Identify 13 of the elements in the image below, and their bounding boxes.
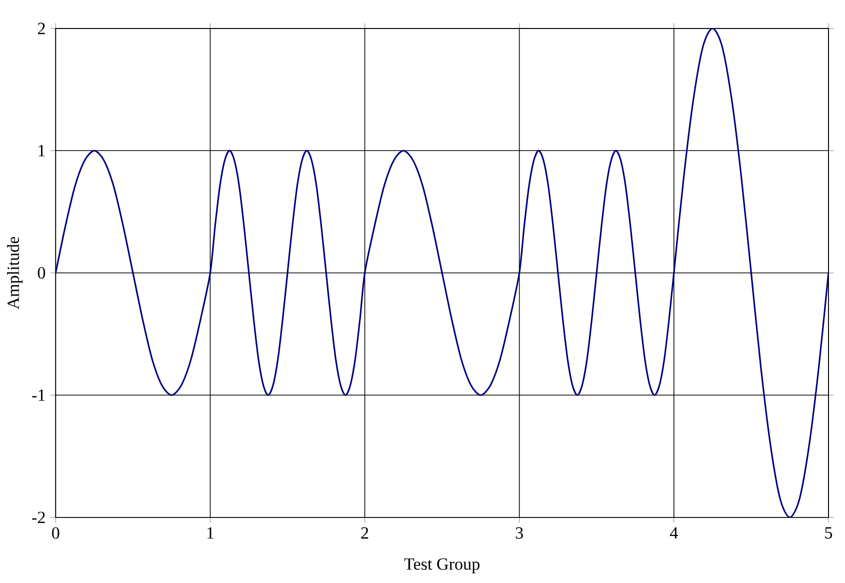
y-tick-label: -2 bbox=[32, 512, 45, 524]
x-tick-label: 5 bbox=[825, 527, 832, 539]
x-axis-title: Test Group bbox=[404, 558, 480, 574]
y-axis-title: Amplitude bbox=[7, 236, 22, 310]
x-tick-label: 3 bbox=[516, 527, 523, 539]
x-tick-label: 1 bbox=[207, 527, 214, 539]
y-tick-label: 2 bbox=[38, 22, 45, 34]
x-tick-label: 4 bbox=[670, 527, 678, 539]
y-tick-label: -1 bbox=[32, 390, 45, 401]
y-tick-label: 0 bbox=[38, 267, 46, 279]
x-tick-label: 0 bbox=[52, 527, 60, 539]
x-tick-label: 2 bbox=[361, 527, 368, 539]
y-tick-label: 1 bbox=[38, 145, 45, 156]
